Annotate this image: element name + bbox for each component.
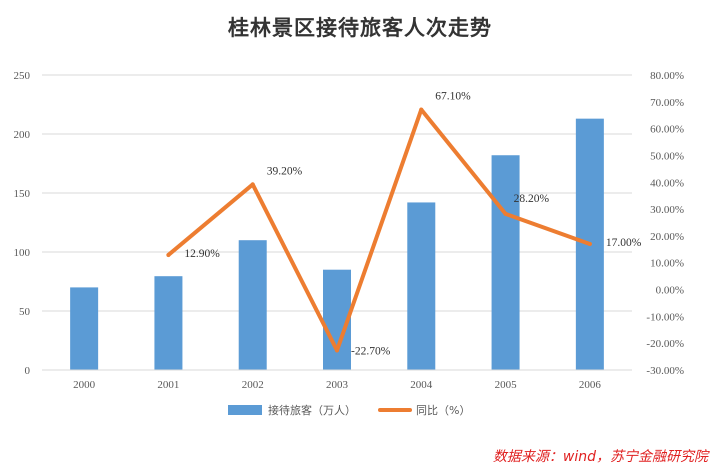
data-label: 39.20% — [267, 165, 303, 177]
bar-series — [70, 118, 604, 370]
y-axis-right: -30.00% -20.00% -10.00% 0.00% 10.00% 20.00% 30… — [646, 70, 684, 377]
y-right-tick-label: 30.00% — [650, 204, 684, 216]
legend-label-line: 同比（%） — [416, 404, 470, 417]
y-axis-left: 0 50 100 150 200 250 — [14, 70, 31, 377]
line-point — [335, 348, 339, 353]
x-tick-label: 2000 — [73, 379, 96, 391]
legend: 接待旅客（万人） 同比（%） — [228, 403, 470, 417]
x-tick-label: 2001 — [157, 379, 179, 391]
y-left-tick-label: 150 — [14, 188, 31, 200]
x-tick-label: 2005 — [495, 379, 518, 391]
y-right-tick-label: 10.00% — [650, 258, 684, 270]
line-series — [166, 107, 592, 353]
source-note: 数据来源：wind，苏宁金融研究院 — [492, 449, 708, 465]
x-tick-label: 2004 — [410, 379, 433, 391]
x-tick-label: 2003 — [326, 379, 349, 391]
y-right-tick-label: 60.00% — [650, 124, 684, 136]
line-point — [250, 182, 255, 187]
y-left-tick-label: 200 — [14, 129, 31, 141]
y-right-tick-label: -10.00% — [646, 311, 684, 323]
data-label: 17.00% — [606, 237, 642, 249]
y-right-tick-label: 0.00% — [656, 285, 684, 297]
gridlines — [42, 74, 632, 312]
line-point — [419, 107, 424, 112]
bar — [491, 155, 520, 370]
legend-label-bar: 接待旅客（万人） — [268, 403, 356, 417]
legend-swatch-bar — [228, 405, 262, 415]
y-right-tick-label: -20.00% — [646, 338, 684, 350]
line-point — [166, 252, 171, 257]
bar — [407, 202, 436, 370]
line-point — [503, 211, 508, 216]
data-labels: 12.90% 39.20% -22.70% 67.10% 28.20% 17.00% — [184, 91, 641, 358]
y-right-tick-label: 20.00% — [650, 231, 684, 243]
y-left-tick-label: 100 — [14, 247, 31, 259]
series-line — [166, 107, 592, 353]
y-right-tick-label: 50.00% — [650, 150, 684, 162]
data-label: 67.10% — [435, 91, 471, 103]
line-point — [587, 241, 592, 246]
y-left-tick-label: 50 — [19, 306, 31, 318]
y-left-tick-label: 250 — [14, 70, 31, 82]
data-label: -22.70% — [351, 345, 391, 357]
y-right-tick-label: 40.00% — [650, 177, 684, 189]
x-tick-label: 2002 — [242, 379, 264, 391]
data-label: 12.90% — [184, 248, 220, 260]
data-label: 28.20% — [514, 193, 550, 205]
chart-title: 桂林景区接待旅客人次走势 — [228, 16, 492, 40]
x-axis: 2000 2001 2002 2003 2004 2005 2006 — [42, 369, 632, 391]
y-left-tick-label: 0 — [25, 365, 31, 377]
x-tick-label: 2006 — [579, 379, 602, 391]
bar — [238, 240, 267, 370]
y-right-tick-label: 80.00% — [650, 70, 684, 82]
bar — [154, 276, 183, 370]
y-right-tick-label: 70.00% — [650, 97, 684, 109]
bar — [70, 287, 99, 370]
y-right-tick-label: -30.00% — [646, 365, 684, 377]
